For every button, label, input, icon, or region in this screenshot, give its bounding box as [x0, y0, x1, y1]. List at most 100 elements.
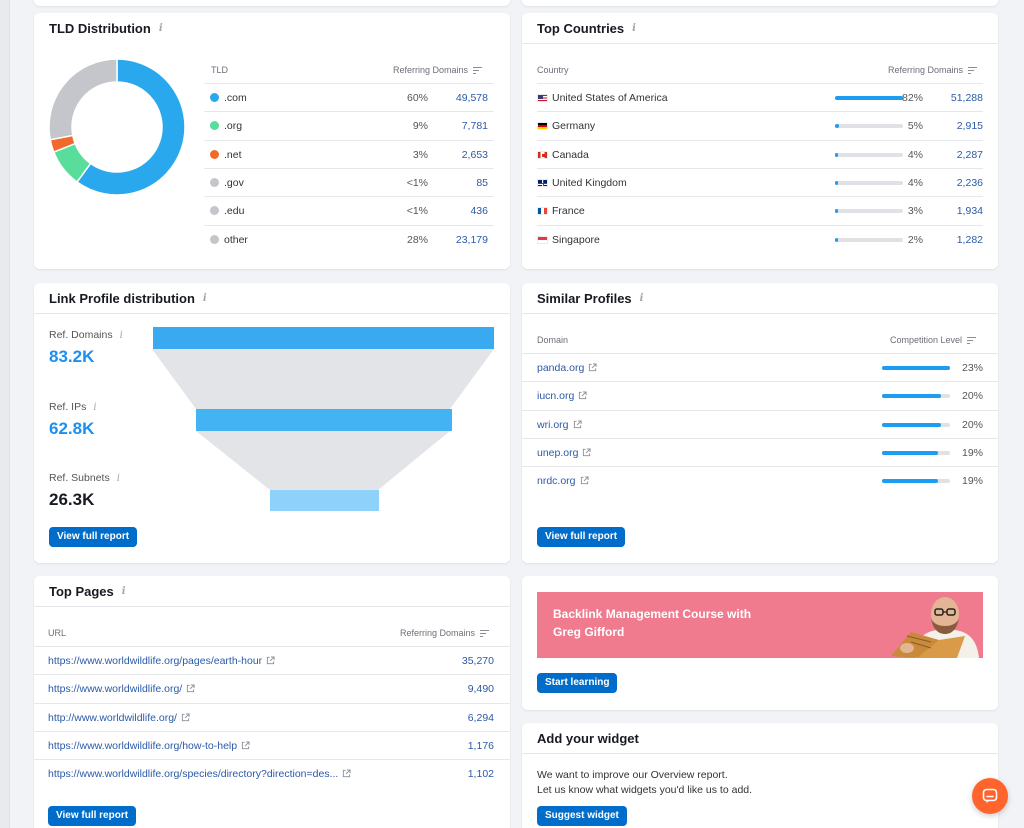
tld-count-link[interactable]: 23,179 — [455, 233, 488, 246]
country-count-link[interactable]: 2,287 — [956, 148, 983, 161]
page-count-link[interactable]: 35,270 — [461, 655, 494, 667]
country-count-link[interactable]: 1,934 — [956, 205, 983, 218]
table-row: panda.org 23% — [522, 353, 998, 381]
view-full-report-button[interactable]: View full report — [48, 806, 137, 826]
tld-count-link[interactable]: 85 — [476, 176, 488, 189]
page-url-link[interactable]: http://www.worldwildlife.org/ — [48, 711, 177, 724]
country-count-link[interactable]: 51,288 — [950, 92, 983, 104]
tld-title: TLD Distribution — [49, 21, 151, 36]
external-link-icon[interactable] — [580, 476, 589, 485]
external-link-icon[interactable] — [186, 684, 195, 693]
external-link-icon[interactable] — [582, 448, 592, 457]
info-icon[interactable]: i — [119, 329, 123, 341]
view-full-report-button[interactable]: View full report — [49, 527, 138, 547]
domain-link[interactable]: unep.org — [537, 446, 579, 459]
country-count-link[interactable]: 2,915 — [956, 120, 983, 133]
sort-icon[interactable] — [967, 335, 977, 346]
tld-name: other — [224, 233, 248, 246]
external-link-icon[interactable] — [266, 656, 275, 665]
suggest-widget-button[interactable]: Suggest widget — [537, 806, 627, 826]
competition-bar-fill — [882, 422, 942, 427]
share-bar-fill — [835, 237, 838, 242]
country-name: France — [552, 205, 585, 218]
info-icon[interactable]: i — [639, 293, 644, 304]
column-header-competition-level[interactable]: Competition Level — [890, 335, 977, 346]
tld-color-dot — [210, 234, 219, 244]
divider — [522, 313, 998, 314]
table-row: .net 3% 2,653 — [204, 139, 494, 168]
page-count-link[interactable]: 1,176 — [467, 739, 494, 752]
external-link-icon[interactable] — [181, 713, 190, 722]
competition-bar-fill — [882, 450, 939, 455]
external-link-icon[interactable] — [578, 391, 587, 400]
tld-count-link[interactable]: 49,578 — [455, 92, 488, 104]
info-icon[interactable]: i — [116, 472, 120, 484]
page-count-link[interactable]: 6,294 — [467, 711, 494, 724]
page-count-link[interactable]: 9,490 — [467, 683, 494, 696]
url-cell: https://www.worldwildlife.org/ — [48, 683, 195, 695]
page-url-link[interactable]: https://www.worldwildlife.org/pages/eart… — [48, 655, 263, 667]
competition-percent: 19% — [961, 475, 983, 488]
external-link-icon[interactable] — [241, 741, 250, 750]
link-profile-funnel — [152, 327, 494, 511]
link-profile-title: Link Profile distribution — [49, 291, 195, 306]
instructor-illustration — [891, 597, 979, 658]
tld-count-link[interactable]: 436 — [470, 205, 488, 218]
country-count-link[interactable]: 2,236 — [956, 176, 983, 189]
external-link-icon[interactable] — [588, 363, 597, 372]
column-header-referring-domains[interactable]: Referring Domains — [393, 65, 483, 76]
add-widget-card: Add your widget We want to improve our O… — [522, 723, 998, 828]
column-header-referring-domains[interactable]: Referring Domains — [400, 628, 490, 639]
top-countries-card: Top Countries i Country Referring Domain… — [522, 13, 998, 269]
flag-ca-icon — [537, 150, 548, 159]
view-full-report-button[interactable]: View full report — [537, 527, 626, 547]
funnel-bar-ref-subnets[interactable] — [270, 490, 379, 511]
tld-color-dot — [210, 121, 219, 131]
sort-icon[interactable] — [968, 65, 978, 76]
column-header-referring-domains[interactable]: Referring Domains — [888, 65, 978, 76]
country-cell: United States of America — [537, 92, 668, 104]
divider — [34, 313, 510, 314]
competition-bar — [882, 479, 950, 484]
tld-color-dot — [210, 177, 219, 187]
widget-description: We want to improve our Overview report. … — [537, 768, 752, 798]
tld-cell: other — [210, 234, 248, 246]
domain-link[interactable]: nrdc.org — [537, 475, 576, 488]
table-row: https://www.worldwildlife.org/9,490 — [34, 674, 510, 702]
info-icon[interactable]: i — [202, 293, 207, 304]
domain-link[interactable]: panda.org — [537, 362, 585, 374]
page-url-link[interactable]: https://www.worldwildlife.org/ — [48, 683, 183, 696]
tld-count-link[interactable]: 7,781 — [461, 120, 488, 133]
external-link-icon[interactable] — [573, 420, 582, 429]
info-icon[interactable]: i — [158, 23, 163, 34]
info-icon[interactable]: i — [632, 23, 636, 34]
info-icon[interactable]: i — [93, 401, 97, 413]
tld-name: .net — [224, 148, 242, 161]
funnel-connector — [196, 431, 450, 490]
tld-cell: .com — [210, 92, 247, 104]
funnel-bar-ref-ips[interactable] — [196, 409, 452, 431]
domain-link[interactable]: iucn.org — [537, 390, 575, 403]
page-url-link[interactable]: https://www.worldwildlife.org/species/di… — [48, 768, 339, 781]
page-url-link[interactable]: https://www.worldwildlife.org/how-to-hel… — [48, 739, 238, 752]
share-bar-fill — [835, 152, 839, 157]
funnel-bar-ref-domains[interactable] — [153, 327, 494, 349]
external-link-icon[interactable] — [342, 769, 351, 778]
chat-button[interactable] — [972, 778, 1008, 814]
sort-icon[interactable] — [473, 65, 483, 76]
page-count-link[interactable]: 1,102 — [467, 768, 494, 781]
tld-count-link[interactable]: 2,653 — [461, 148, 488, 161]
country-count-link[interactable]: 1,282 — [956, 233, 983, 246]
country-percent: 82% — [901, 92, 923, 104]
start-learning-button[interactable]: Start learning — [537, 673, 618, 693]
course-banner[interactable]: Backlink Management Course with Greg Gif… — [537, 592, 983, 658]
card-title: Add your widget — [537, 731, 639, 746]
tld-percent: 28% — [406, 233, 428, 246]
donut-slice-com[interactable] — [75, 58, 186, 196]
info-icon[interactable]: i — [121, 586, 126, 597]
domain-link[interactable]: wri.org — [537, 418, 569, 431]
donut-slice-other[interactable] — [48, 58, 118, 141]
tld-percent: 60% — [406, 92, 428, 104]
tld-distribution-card: TLD Distribution i TLD Referring Domains… — [34, 13, 510, 269]
sort-icon[interactable] — [480, 628, 490, 639]
